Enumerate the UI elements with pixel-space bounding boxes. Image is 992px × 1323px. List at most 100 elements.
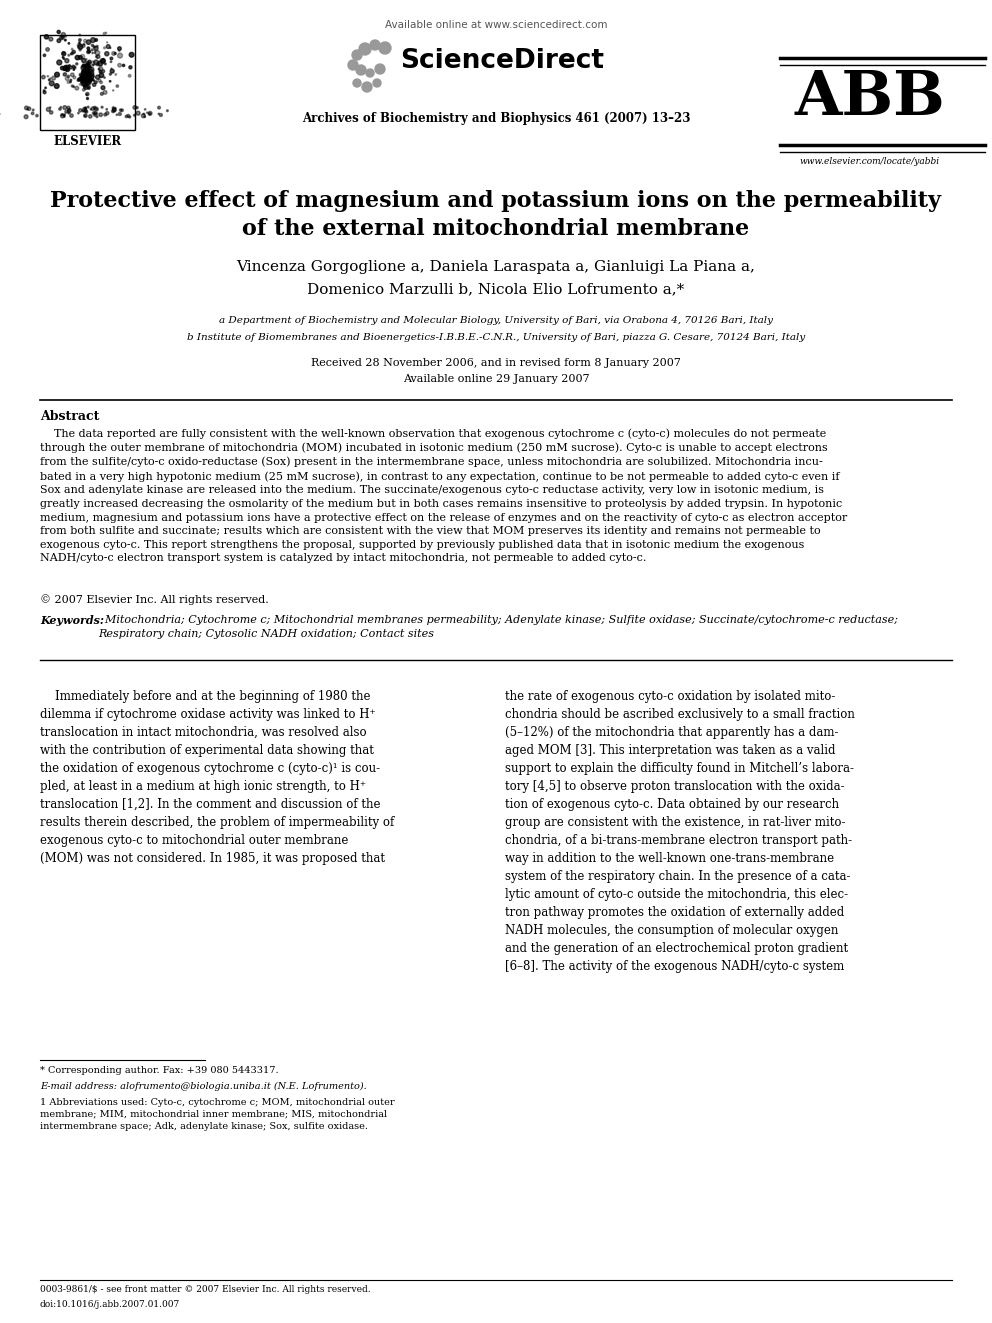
Circle shape: [81, 70, 87, 75]
Circle shape: [106, 111, 109, 115]
Circle shape: [92, 112, 95, 114]
Circle shape: [79, 49, 81, 52]
Circle shape: [69, 66, 72, 69]
Text: Received 28 November 2006, and in revised form 8 January 2007: Received 28 November 2006, and in revise…: [311, 359, 681, 368]
Circle shape: [95, 56, 97, 58]
Circle shape: [62, 114, 63, 116]
Circle shape: [89, 78, 92, 81]
Circle shape: [69, 114, 73, 118]
Circle shape: [78, 38, 81, 41]
Circle shape: [82, 73, 88, 78]
Circle shape: [84, 79, 87, 83]
Circle shape: [91, 78, 93, 81]
Circle shape: [82, 45, 85, 48]
Circle shape: [64, 58, 68, 62]
Circle shape: [121, 108, 123, 111]
Text: Protective effect of magnesium and potassium ions on the permeability: Protective effect of magnesium and potas…: [51, 191, 941, 212]
Circle shape: [88, 70, 94, 75]
Circle shape: [83, 71, 86, 74]
Circle shape: [85, 71, 88, 74]
Circle shape: [111, 110, 114, 112]
Text: www.elsevier.com/locate/yabbi: www.elsevier.com/locate/yabbi: [800, 157, 940, 165]
Circle shape: [95, 38, 97, 41]
Circle shape: [93, 60, 98, 65]
Circle shape: [44, 54, 46, 57]
Text: ELSEVIER: ELSEVIER: [54, 135, 122, 148]
Circle shape: [85, 64, 89, 67]
Circle shape: [55, 73, 60, 77]
Circle shape: [84, 77, 85, 78]
Circle shape: [75, 62, 77, 65]
Circle shape: [24, 115, 28, 119]
Circle shape: [95, 50, 100, 56]
Circle shape: [348, 60, 358, 70]
Text: 1 Abbreviations used: Cyto-c, cytochrome c; MOM, mitochondrial outer
membrane; M: 1 Abbreviations used: Cyto-c, cytochrome…: [40, 1098, 395, 1131]
Circle shape: [44, 90, 45, 91]
Circle shape: [62, 106, 66, 110]
Circle shape: [142, 114, 146, 118]
Circle shape: [375, 64, 385, 74]
Circle shape: [73, 66, 76, 69]
Circle shape: [88, 66, 91, 69]
Circle shape: [68, 42, 69, 44]
Circle shape: [105, 52, 109, 56]
Circle shape: [50, 81, 55, 86]
Circle shape: [87, 106, 89, 108]
Circle shape: [70, 52, 73, 54]
Circle shape: [110, 69, 114, 73]
Circle shape: [86, 50, 90, 53]
Circle shape: [65, 65, 69, 69]
Circle shape: [98, 79, 101, 82]
Circle shape: [133, 106, 137, 110]
Circle shape: [47, 107, 51, 111]
Text: Immediately before and at the beginning of 1980 the
dilemma if cytochrome oxidas: Immediately before and at the beginning …: [40, 691, 394, 865]
Circle shape: [64, 110, 67, 114]
Circle shape: [136, 111, 140, 115]
Circle shape: [52, 77, 56, 81]
Circle shape: [129, 53, 134, 57]
Circle shape: [81, 65, 86, 70]
Circle shape: [79, 34, 80, 36]
Circle shape: [73, 75, 75, 79]
Circle shape: [99, 70, 101, 73]
Circle shape: [85, 66, 87, 69]
Circle shape: [79, 73, 82, 77]
Circle shape: [117, 53, 122, 58]
Circle shape: [58, 30, 61, 33]
Circle shape: [91, 49, 93, 50]
Circle shape: [93, 106, 96, 108]
Circle shape: [71, 48, 73, 50]
Circle shape: [63, 73, 66, 77]
Circle shape: [112, 108, 116, 111]
Circle shape: [160, 114, 163, 116]
Circle shape: [79, 77, 82, 81]
Circle shape: [33, 108, 34, 111]
Circle shape: [379, 42, 391, 54]
Circle shape: [81, 81, 83, 83]
Circle shape: [96, 64, 99, 66]
Circle shape: [49, 37, 53, 41]
Circle shape: [94, 81, 97, 83]
Text: 0003-9861/$ - see front matter © 2007 Elsevier Inc. All rights reserved.: 0003-9861/$ - see front matter © 2007 El…: [40, 1285, 371, 1294]
Circle shape: [59, 107, 62, 110]
Circle shape: [112, 108, 116, 112]
Text: ABB: ABB: [795, 67, 945, 128]
Circle shape: [84, 75, 88, 79]
Circle shape: [370, 40, 380, 50]
Circle shape: [122, 65, 125, 66]
Text: Mitochondria; Cytochrome c; Mitochondrial membranes permeability; Adenylate kina: Mitochondria; Cytochrome c; Mitochondria…: [98, 615, 898, 639]
Circle shape: [86, 71, 91, 77]
Circle shape: [85, 75, 87, 78]
Circle shape: [99, 73, 103, 78]
Circle shape: [82, 75, 84, 78]
Circle shape: [109, 81, 111, 82]
Circle shape: [82, 64, 85, 67]
Circle shape: [46, 48, 50, 52]
Circle shape: [86, 62, 89, 65]
Circle shape: [62, 52, 64, 54]
Circle shape: [81, 69, 87, 75]
Circle shape: [78, 56, 82, 60]
Circle shape: [112, 52, 115, 56]
Circle shape: [91, 61, 95, 65]
Circle shape: [80, 73, 86, 78]
